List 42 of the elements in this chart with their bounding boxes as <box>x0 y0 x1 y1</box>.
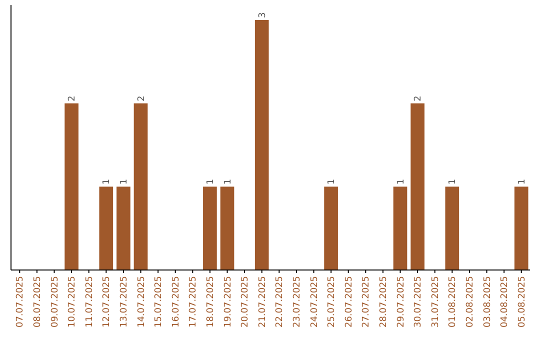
data-label: 1 <box>119 178 130 185</box>
x-tick-label: 27.07.2025 <box>362 276 372 328</box>
data-label: 1 <box>206 178 216 185</box>
data-label: 1 <box>327 178 338 185</box>
x-tick-label: 03.08.2025 <box>482 276 493 328</box>
data-label: 1 <box>396 178 406 185</box>
data-label: 2 <box>414 96 424 102</box>
data-label: 1 <box>223 178 234 185</box>
x-tick-label: 09.07.2025 <box>50 276 60 328</box>
x-tick-label: 18.07.2025 <box>206 276 216 328</box>
x-tick-label: 12.07.2025 <box>102 276 112 328</box>
x-tick-label: 19.07.2025 <box>223 276 234 328</box>
x-tick-label: 14.07.2025 <box>136 276 147 328</box>
x-tick-label: 21.07.2025 <box>258 276 268 328</box>
data-label: 2 <box>68 96 78 102</box>
x-tick-label: 28.07.2025 <box>378 276 389 328</box>
x-tick-label: 05.08.2025 <box>517 276 528 328</box>
x-tick-label: 08.07.2025 <box>32 276 43 328</box>
x-tick-label: 24.07.2025 <box>310 276 320 328</box>
x-tick-label: 23.07.2025 <box>292 276 302 328</box>
data-label: 3 <box>258 12 268 18</box>
x-tick-label: 31.07.2025 <box>430 276 441 328</box>
x-tick-label: 07.07.2025 <box>16 276 26 328</box>
x-tick-label: 02.08.2025 <box>465 276 476 328</box>
data-label: 1 <box>448 178 458 185</box>
x-tick-label: 25.07.2025 <box>327 276 338 328</box>
x-tick-label: 11.07.2025 <box>84 276 95 328</box>
x-tick-label: 26.07.2025 <box>344 276 354 328</box>
x-tick-label: 13.07.2025 <box>119 276 130 328</box>
x-tick-label: 17.07.2025 <box>188 276 199 328</box>
x-tick-label: 20.07.2025 <box>240 276 251 328</box>
x-tick-label: 16.07.2025 <box>171 276 182 328</box>
x-tick-label: 01.08.2025 <box>448 276 458 328</box>
data-label: 1 <box>102 178 112 185</box>
x-tick-label: 30.07.2025 <box>414 276 424 328</box>
x-tick-label: 15.07.2025 <box>154 276 164 328</box>
x-tick-label: 29.07.2025 <box>396 276 406 328</box>
data-label: 2 <box>136 96 147 102</box>
x-tick-label: 04.08.2025 <box>500 276 510 328</box>
x-tick-label: 22.07.2025 <box>275 276 286 328</box>
x-tick-label: 10.07.2025 <box>68 276 78 328</box>
data-label: 1 <box>517 178 528 185</box>
